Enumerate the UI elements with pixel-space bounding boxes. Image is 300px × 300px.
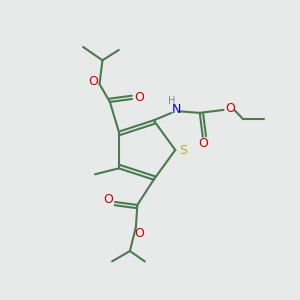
Text: O: O [198,137,208,150]
Text: S: S [179,143,187,157]
Text: H: H [168,96,175,106]
Text: O: O [103,193,113,206]
Text: O: O [225,102,235,115]
Text: O: O [88,75,98,88]
Text: O: O [134,91,144,104]
Text: O: O [134,227,144,240]
Text: N: N [171,103,181,116]
